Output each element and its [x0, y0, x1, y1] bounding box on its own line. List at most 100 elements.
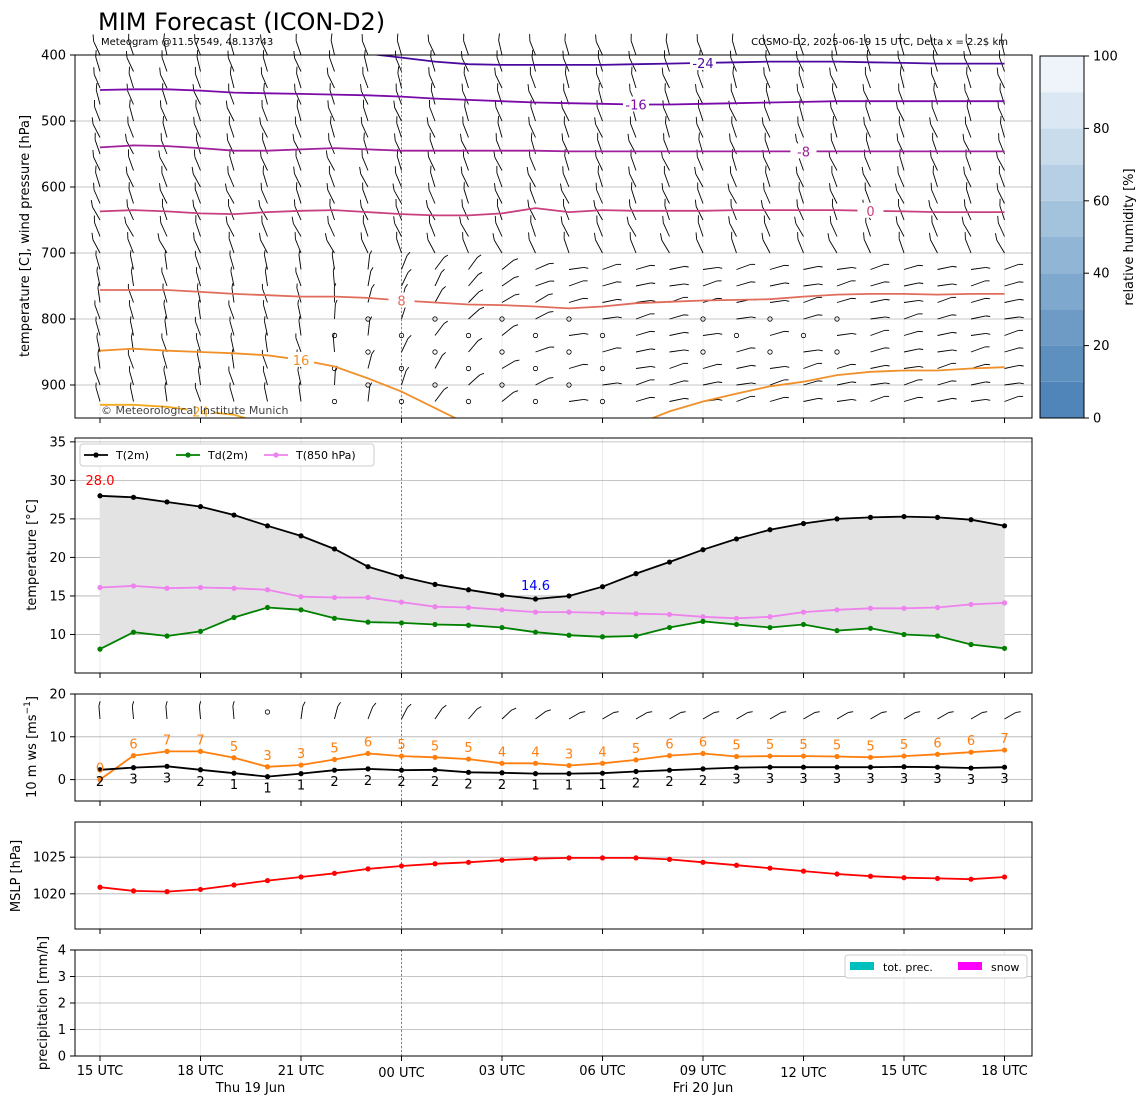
wind-barb-staff: [696, 239, 704, 254]
wind-barb-flag: [665, 116, 667, 124]
calm-wind-marker: [432, 349, 438, 355]
gust-value-label: 6: [364, 735, 372, 750]
data-point-Td(2m): [231, 614, 237, 621]
wind-barb-staff: [95, 320, 101, 336]
wind-barb-flag: [583, 398, 589, 401]
surface-wind-barb-flag: [613, 711, 619, 713]
mslp-point: [867, 873, 874, 879]
colorbar-label: relative humidity [%]: [1122, 168, 1137, 305]
wind-barb-staff: [730, 205, 737, 221]
wind-barb-staff: [903, 348, 919, 353]
isotherm-label-bg: [790, 143, 817, 159]
mean-wind-point: [432, 767, 438, 773]
wind-barb-flag: [997, 215, 999, 223]
wind-barb-staff: [461, 140, 469, 155]
surface-wind-barb: [635, 712, 648, 720]
wind-barb-staff: [327, 74, 335, 89]
surface-wind-barb: [401, 707, 408, 720]
wind-barb-staff: [427, 206, 436, 221]
wind-barb-flag: [761, 232, 764, 240]
wind-barb-staff: [937, 296, 952, 303]
wind-barb-flag: [443, 386, 449, 390]
wind-barb-staff: [830, 74, 838, 89]
mean-wind-point: [365, 766, 371, 772]
mean-wind-value-label: 1: [297, 779, 305, 794]
data-point-T(2m): [499, 592, 505, 598]
wind-barb-staff: [964, 238, 972, 254]
data-point-T(2m): [733, 536, 740, 542]
data-point-T(2m): [700, 547, 706, 553]
wind-barb-staff: [126, 173, 134, 188]
calm-wind-marker: [398, 365, 405, 372]
wind-barb-staff: [162, 122, 168, 138]
wind-barb-flag: [479, 306, 485, 310]
x-tick-label: 21 UTC: [278, 1064, 324, 1079]
wind-barb-flag: [330, 116, 332, 124]
wind-barb-staff: [160, 74, 168, 89]
wind-barb-flag: [918, 348, 924, 350]
upper-air-frame: [74, 54, 1033, 419]
wind-barb-staff: [394, 140, 402, 155]
wind-barb-staff: [1000, 40, 1005, 56]
gust-point: [566, 762, 572, 769]
wind-barb-staff: [795, 223, 804, 237]
wind-barb-flag: [818, 349, 823, 352]
wind-barb-staff: [602, 298, 618, 303]
mean-wind-value-label: 2: [699, 774, 707, 789]
wind-barb-staff: [803, 265, 819, 270]
wind-barb-staff: [930, 41, 938, 56]
gust-value-label: 6: [933, 736, 941, 751]
wind-barb-staff: [833, 40, 838, 56]
x-tick-label: 03 UTC: [479, 1064, 525, 1079]
mslp-point: [298, 874, 304, 880]
wind-barb-staff: [196, 56, 201, 72]
wind-barb-staff: [194, 255, 201, 270]
wind-barb-flag: [196, 49, 199, 57]
wind-barb-staff: [401, 255, 408, 270]
wind-barb-staff: [862, 173, 871, 188]
wind-barb-staff: [596, 106, 603, 122]
wind-barb-staff: [295, 337, 302, 353]
surface-wind-barb: [836, 712, 849, 720]
isotherm-label: 16: [293, 354, 310, 369]
legend-box: [79, 443, 375, 467]
mean-wind-value-label: 2: [498, 778, 506, 793]
wind-barb-staff: [228, 304, 235, 320]
wind-barb-staff: [127, 123, 134, 138]
wind-barb-flag: [996, 183, 999, 191]
wind-barb-flag: [765, 82, 768, 91]
wind-barb-staff: [495, 139, 503, 155]
wind-barb-staff: [865, 222, 871, 237]
watermark: © Meteorological Institute Munich: [101, 404, 288, 417]
wind-barb-staff: [294, 90, 302, 105]
wind-barb-flag: [459, 216, 462, 224]
legend-label: T(2m): [115, 449, 149, 462]
wind-barb-staff: [665, 122, 670, 138]
wind-barb-staff: [870, 382, 886, 386]
wind-barb-staff: [160, 222, 168, 237]
wind-barb-staff: [631, 189, 637, 204]
gust-point: [733, 753, 740, 760]
wind-barb-flag: [397, 66, 400, 74]
precipitation-legend: tot. prec. snow: [844, 954, 1028, 979]
wind-barb-flag: [479, 372, 485, 376]
surface-wind-barb: [535, 710, 547, 720]
data-point-Td(2m): [934, 633, 941, 639]
wind-barb-flag: [327, 215, 329, 223]
legend-label: snow: [991, 961, 1019, 974]
upper-air-ylabel: temperature [C], wind pressure [hPa]: [18, 115, 33, 357]
wind-barb-staff: [396, 123, 402, 138]
wind-barb-staff: [463, 40, 469, 56]
isotherm-line: [99, 88, 1005, 106]
mslp-point: [968, 876, 974, 882]
wind-barb-flag: [197, 299, 200, 305]
wind-barb-staff: [896, 190, 905, 204]
y-tick-label: 400: [41, 49, 66, 64]
wind-barb-staff: [635, 264, 651, 270]
wind-barb-staff: [329, 205, 335, 221]
surface-wind-barb-flag: [337, 702, 341, 707]
wind-barb-flag: [193, 116, 195, 124]
wind-barb-staff: [129, 320, 134, 336]
wind-barb-staff: [194, 189, 201, 204]
wind-barb-staff: [996, 239, 1005, 254]
